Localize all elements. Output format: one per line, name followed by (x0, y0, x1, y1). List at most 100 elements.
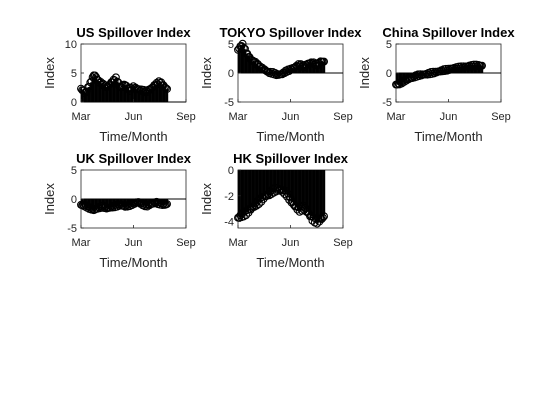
bar (260, 170, 262, 201)
bar (102, 83, 104, 102)
bar (275, 170, 277, 192)
bar (125, 86, 127, 102)
bar (155, 85, 157, 102)
bar (128, 90, 130, 102)
bar (128, 199, 130, 206)
bar (289, 170, 291, 198)
bar (159, 83, 161, 102)
bar (165, 86, 166, 102)
bar (284, 170, 286, 195)
bar (164, 87, 166, 102)
bar (324, 170, 326, 215)
chart-title: China Spillover Index (382, 25, 515, 40)
bar (251, 170, 252, 207)
bar (99, 82, 101, 102)
bar (286, 170, 288, 197)
data-point (301, 204, 310, 212)
bar (86, 91, 88, 102)
chart-title: HK Spillover Index (233, 151, 349, 166)
bar (292, 170, 294, 202)
bar (165, 88, 167, 102)
bar (305, 170, 307, 208)
data-point (158, 201, 167, 210)
bar (396, 73, 398, 84)
bar (244, 170, 246, 212)
bar (110, 84, 112, 102)
x-axis-label: Time/Month (99, 255, 167, 270)
bar (84, 93, 86, 102)
bar (100, 81, 102, 102)
bar (246, 170, 248, 212)
bar (319, 170, 321, 218)
bar (137, 87, 138, 102)
x-tick-label: Mar (229, 111, 248, 123)
bar (309, 170, 311, 217)
subplot-5: -4 -2 0 Mar Jun Sep HK Spillover Index Time/Mon… (199, 151, 353, 270)
bar (471, 64, 473, 73)
bar (303, 170, 305, 209)
bar (141, 89, 143, 102)
data-point (306, 59, 315, 68)
bar (279, 170, 281, 190)
bar (323, 170, 325, 220)
bar (307, 170, 309, 212)
bar (461, 67, 463, 73)
bar (308, 170, 310, 214)
bar (128, 88, 130, 102)
bar (277, 170, 279, 192)
bar (244, 170, 245, 215)
y-tick-label: -4 (224, 217, 234, 229)
bar (249, 170, 251, 209)
bar (92, 199, 94, 209)
bar (270, 170, 272, 192)
bar (97, 80, 99, 102)
x-tick-label: Sep (333, 237, 353, 249)
data-point (280, 190, 289, 199)
data-point (160, 83, 169, 92)
bar (140, 90, 142, 102)
bar (301, 170, 303, 211)
bar (317, 170, 319, 221)
bar (92, 199, 94, 211)
bar (281, 170, 283, 192)
y-tick-label: -5 (67, 223, 77, 235)
bar (247, 55, 249, 73)
y-tick-label: 0 (228, 165, 234, 177)
x-axis-label: Time/Month (256, 129, 324, 144)
bar (245, 51, 247, 73)
bar (256, 170, 258, 205)
bar (96, 77, 98, 102)
bar (156, 83, 158, 102)
bar (293, 170, 295, 205)
bar (316, 170, 318, 222)
bar (252, 170, 254, 210)
bar (119, 86, 121, 102)
bar (238, 47, 240, 73)
bar (133, 86, 134, 102)
bar (117, 82, 119, 102)
bar (163, 87, 165, 102)
bar (247, 170, 249, 213)
bar (302, 170, 304, 208)
bar (395, 73, 397, 85)
bar (303, 170, 305, 211)
bar (162, 84, 164, 102)
bar (312, 170, 314, 221)
bar (84, 93, 86, 102)
bar (142, 91, 144, 102)
data-point (80, 89, 89, 98)
bar (241, 170, 243, 217)
bar (160, 82, 162, 102)
x-axis-label: Time/Month (256, 255, 324, 270)
bar (241, 45, 243, 73)
bar (139, 88, 141, 102)
bar (101, 84, 103, 102)
bar (138, 89, 140, 102)
bar (260, 170, 262, 202)
x-tick-label: Jun (282, 111, 300, 123)
data-point (286, 193, 295, 202)
bar (91, 78, 93, 102)
data-point (313, 219, 322, 228)
y-axis-label: Index (199, 183, 214, 215)
bar (238, 48, 240, 73)
